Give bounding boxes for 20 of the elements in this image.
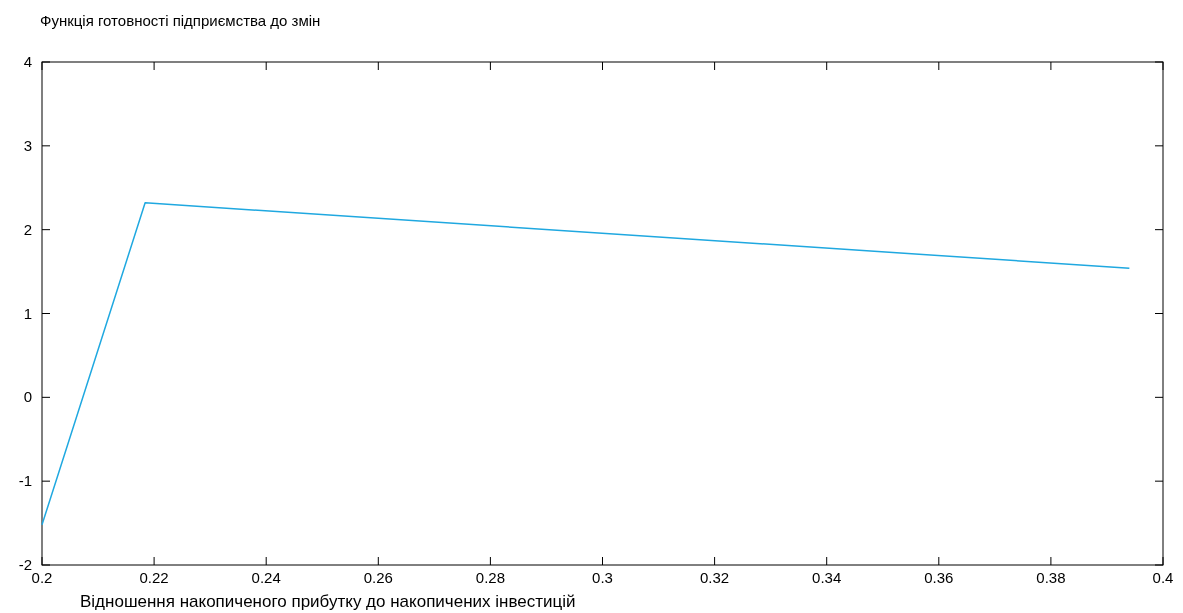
x-tick-label: 0.34: [812, 569, 842, 586]
x-tick-label: 0.22: [139, 569, 169, 586]
x-tick-label: 0.2: [31, 569, 53, 586]
y-tick-label: 3: [23, 136, 32, 154]
y-tick-label: 2: [23, 220, 32, 238]
x-tick-label: 0.36: [924, 569, 954, 586]
y-tick-label: 0: [23, 388, 32, 406]
y-tick-label: -1: [18, 472, 32, 490]
y-tick-label: 1: [23, 304, 32, 322]
x-tick-label: 0.3: [592, 569, 613, 586]
x-tick-label: 0.28: [475, 569, 505, 586]
x-tick-label: 0.26: [363, 569, 393, 586]
x-tick-label: 0.38: [1036, 569, 1066, 586]
y-tick-label: 4: [23, 53, 32, 70]
x-tick-label: 0.32: [700, 569, 730, 586]
x-axis-title: Відношення накопиченого прибутку до накопичених інвестицій: [80, 592, 576, 611]
x-tick-label: 0.4: [1152, 569, 1174, 586]
y-tick-label: -2: [18, 556, 32, 573]
x-tick-label: 0.24: [251, 569, 281, 586]
chart-title: Функція готовності підприємства до змін: [40, 12, 321, 29]
